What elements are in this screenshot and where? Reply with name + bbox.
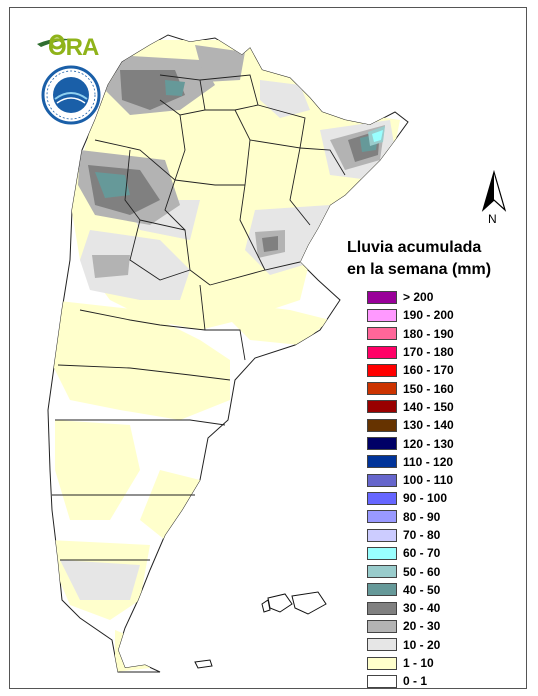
legend-row: 80 - 90 [367,508,454,526]
north-arrow-icon [481,170,507,212]
legend-swatch [367,528,397,542]
legend-label: 160 - 170 [403,363,454,378]
legend-swatch [367,418,397,432]
legend-label: 170 - 180 [403,345,454,360]
legend-swatch [367,473,397,487]
legend-title: Lluvia acumulada en la semana (mm) [347,237,527,281]
legend-label: 50 - 60 [403,564,441,579]
legend-label: 190 - 200 [403,308,454,323]
legend-title-line1: Lluvia acumulada [347,239,482,256]
province-boundaries [52,74,346,561]
legend-swatch [367,363,397,377]
north-label: N [488,212,497,226]
legend-label: 180 - 190 [403,326,454,341]
legend-swatch [367,308,397,322]
ora-swoosh-icon [37,34,75,50]
legend-row: 60 - 70 [367,544,454,562]
ora-text: ORA [48,34,99,61]
legend-swatch [367,510,397,524]
legend-swatch [367,437,397,451]
legend-label: 30 - 40 [403,601,441,616]
legend-label: 0 - 1 [403,674,428,689]
legend-label: 150 - 160 [403,381,454,396]
legend-row: > 200 [367,288,454,306]
legend-swatch [367,290,397,304]
legend-row: 70 - 80 [367,526,454,544]
legend-swatch [367,601,397,615]
legend-row: 1 - 10 [367,654,454,672]
legend-row: 190 - 200 [367,306,454,324]
legend-row: 120 - 130 [367,434,454,452]
legend-row: 100 - 110 [367,471,454,489]
legend-row: 130 - 140 [367,416,454,434]
legend-swatch [367,619,397,633]
legend-row: 20 - 30 [367,617,454,635]
legend-row: 30 - 40 [367,599,454,617]
legend-label: 130 - 140 [403,418,454,433]
legend-label: 90 - 100 [403,491,448,506]
legend-row: 140 - 150 [367,398,454,416]
legend-label: 60 - 70 [403,546,441,561]
legend-swatch [367,656,397,670]
legend-label: > 200 [403,290,434,305]
legend-row: 170 - 180 [367,343,454,361]
legend-row: 90 - 100 [367,489,454,507]
legend-row: 50 - 60 [367,562,454,580]
legend-row: 10 - 20 [367,636,454,654]
smn-seal-icon [41,65,101,125]
legend-label: 120 - 130 [403,436,454,451]
southern-islands [194,659,213,669]
legend-label: 70 - 80 [403,528,441,542]
legend-label: 40 - 50 [403,582,441,597]
legend-swatch [367,638,397,652]
legend-row: 160 - 170 [367,361,454,379]
legend-swatch [367,583,397,597]
legend-label: 10 - 20 [403,637,441,652]
legend-row: 150 - 160 [367,379,454,397]
legend-row: 110 - 120 [367,453,454,471]
legend-swatch [367,455,397,469]
legend-label: 100 - 110 [403,473,454,488]
legend-swatch [367,382,397,396]
legend-row: 0 - 1 [367,672,454,690]
legend-row: 40 - 50 [367,581,454,599]
legend-row: 180 - 190 [367,325,454,343]
legend-swatch [367,546,397,560]
ora-logo: ORA [35,28,105,61]
legend-label: 80 - 90 [403,509,441,524]
legend-label: 140 - 150 [403,399,454,414]
legend-swatch [367,327,397,341]
legend-swatch [367,674,397,688]
legend-swatch [367,491,397,505]
legend-label: 1 - 10 [403,656,434,671]
smn-logo [41,65,101,130]
legend-swatch [367,400,397,414]
legend-swatch [367,565,397,579]
legend-label: 20 - 30 [403,619,441,634]
legend-label: 110 - 120 [403,454,454,469]
legend-title-line2: en la semana (mm) [347,261,492,278]
malvinas-islands [261,591,327,615]
legend: > 200 190 - 200 180 - 190 170 - 180 160 - 17… [367,288,454,691]
legend-swatch [367,345,397,359]
